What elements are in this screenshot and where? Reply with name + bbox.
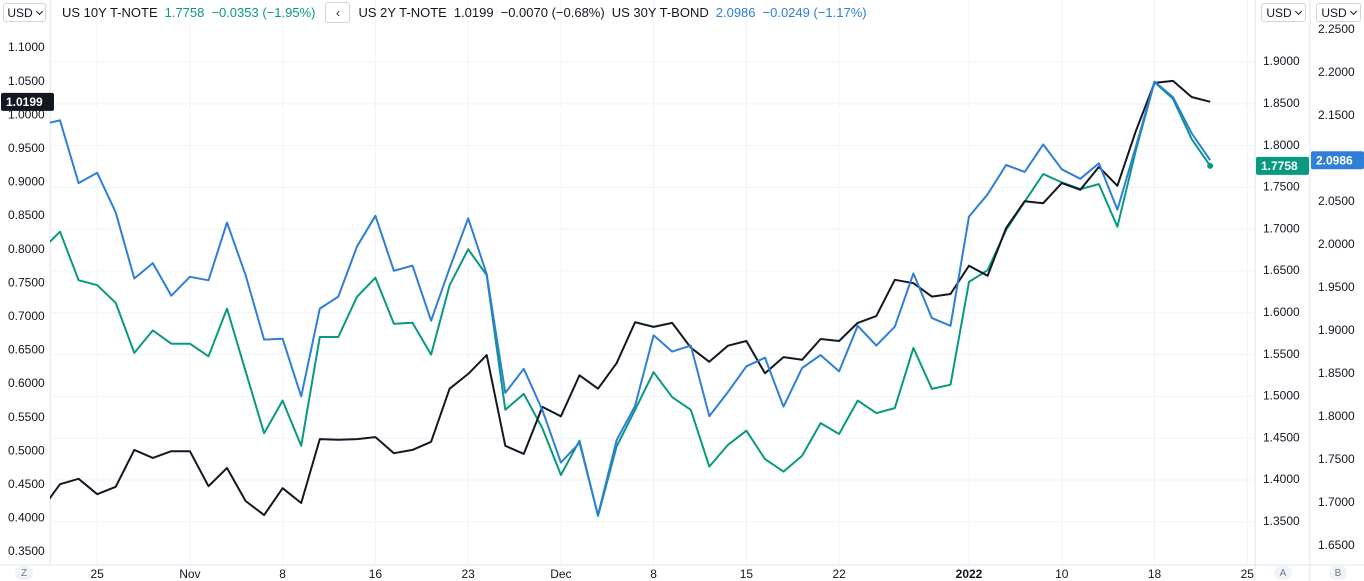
legend-change: −0.0249 (−1.17%) (762, 5, 867, 20)
y-tick-label: 0.4000 (8, 511, 45, 525)
y-tick-label: 0.7000 (8, 309, 45, 323)
x-tick-label: 8 (650, 567, 657, 581)
y2-tick-label: 1.6000 (1263, 305, 1300, 319)
last-point (1207, 162, 1214, 169)
scale-button[interactable]: A (1274, 566, 1292, 580)
y-tick-label: 1.1000 (8, 40, 45, 54)
legend: US 10Y T-NOTE 1.7758 −0.0353 (−1.95%) ‹ … (62, 2, 874, 23)
currency-label: USD (1266, 5, 1292, 20)
x-tick-label: 16 (369, 567, 383, 581)
y2-tick-label: 1.4000 (1263, 472, 1300, 486)
x-tick-label: Dec (550, 567, 571, 581)
y2-tick-label: 1.5000 (1263, 389, 1300, 403)
last-value-badge (1, 92, 54, 111)
last-value-label: 2.0986 (1316, 153, 1353, 167)
y3-tick-label: 1.9000 (1318, 323, 1355, 337)
x-tick-label: 22 (832, 567, 846, 581)
y-tick-label: 0.8500 (8, 208, 45, 222)
y3-tick-label: 2.2500 (1318, 22, 1355, 36)
y3-tick-label: 1.8000 (1318, 409, 1355, 423)
scale-button[interactable]: Z (15, 566, 33, 580)
y3-tick-label: 2.0500 (1318, 194, 1355, 208)
y-tick-label: 0.5500 (8, 410, 45, 424)
x-tick-label: 23 (461, 567, 475, 581)
currency-label: USD (7, 5, 33, 20)
last-value-label: 1.0199 (6, 95, 43, 109)
y2-tick-label: 1.7500 (1263, 180, 1300, 194)
x-tick-label: 25 (90, 567, 104, 581)
x-tick-label: 10 (1055, 567, 1069, 581)
legend-name[interactable]: US 2Y T-NOTE (358, 5, 447, 20)
y3-tick-label: 2.1500 (1318, 108, 1355, 122)
y2-tick-label: 1.3500 (1263, 514, 1300, 528)
y3-tick-label: 2.0000 (1318, 237, 1355, 251)
currency-button[interactable]: USD (3, 3, 46, 22)
y-tick-label: 0.7500 (8, 275, 45, 289)
x-tick-label: 15 (740, 567, 754, 581)
y2-tick-label: 1.8000 (1263, 138, 1300, 152)
y3-tick-label: 1.6500 (1318, 538, 1355, 552)
y3-tick-label: 1.8500 (1318, 366, 1355, 380)
y-tick-label: 0.4500 (8, 477, 45, 491)
currency-button[interactable]: USD (1261, 3, 1306, 22)
legend-last: 1.7758 (164, 5, 205, 20)
x-tick-label: 18 (1148, 567, 1162, 581)
y2-tick-label: 1.7000 (1263, 221, 1300, 235)
y2-tick-label: 1.8500 (1263, 96, 1300, 110)
y-tick-label: 0.9000 (8, 175, 45, 189)
y-tick-label: 0.3500 (8, 544, 45, 558)
scale-button[interactable]: B (1329, 566, 1347, 580)
series-line (50, 80, 1212, 516)
y-tick-label: 0.5000 (8, 443, 45, 457)
legend-last: 1.0199 (453, 5, 494, 20)
y-tick-label: 0.6500 (8, 343, 45, 357)
legend-name[interactable]: US 10Y T-NOTE (62, 5, 158, 20)
last-value-label: 1.7758 (1261, 159, 1298, 173)
y2-tick-label: 1.9000 (1263, 54, 1300, 68)
x-tick-label: Nov (179, 567, 200, 581)
last-value-badge (1256, 156, 1309, 175)
y3-tick-label: 1.7500 (1318, 452, 1355, 466)
last-value-badge (1311, 151, 1364, 170)
currency-button[interactable]: USD (1316, 3, 1361, 22)
legend-change: −0.0070 (−0.68%) (500, 5, 605, 20)
y3-tick-label: 1.7000 (1318, 495, 1355, 509)
series-line (50, 79, 1211, 517)
y-tick-label: 0.6000 (8, 376, 45, 390)
x-tick-label: 2022 (956, 567, 983, 581)
y3-tick-label: 1.9500 (1318, 280, 1355, 294)
x-tick-label: 8 (279, 567, 286, 581)
currency-label: USD (1321, 5, 1347, 20)
y2-tick-label: 1.5500 (1263, 347, 1300, 361)
y2-tick-label: 1.4500 (1263, 430, 1300, 444)
y-tick-label: 1.0000 (8, 107, 45, 121)
y3-tick-label: 2.2000 (1318, 65, 1355, 79)
legend-change: −0.0353 (−1.95%) (211, 5, 316, 20)
x-tick-label: 25 (1241, 567, 1255, 581)
y-tick-label: 0.8000 (8, 242, 45, 256)
y2-tick-label: 1.6500 (1263, 263, 1300, 277)
collapse-button[interactable]: ‹ (325, 2, 351, 23)
y-tick-label: 1.0500 (8, 74, 45, 88)
y-tick-label: 0.9500 (8, 141, 45, 155)
legend-name[interactable]: US 30Y T-BOND (611, 5, 709, 20)
legend-last: 2.0986 (715, 5, 756, 20)
series-line (50, 81, 1212, 517)
